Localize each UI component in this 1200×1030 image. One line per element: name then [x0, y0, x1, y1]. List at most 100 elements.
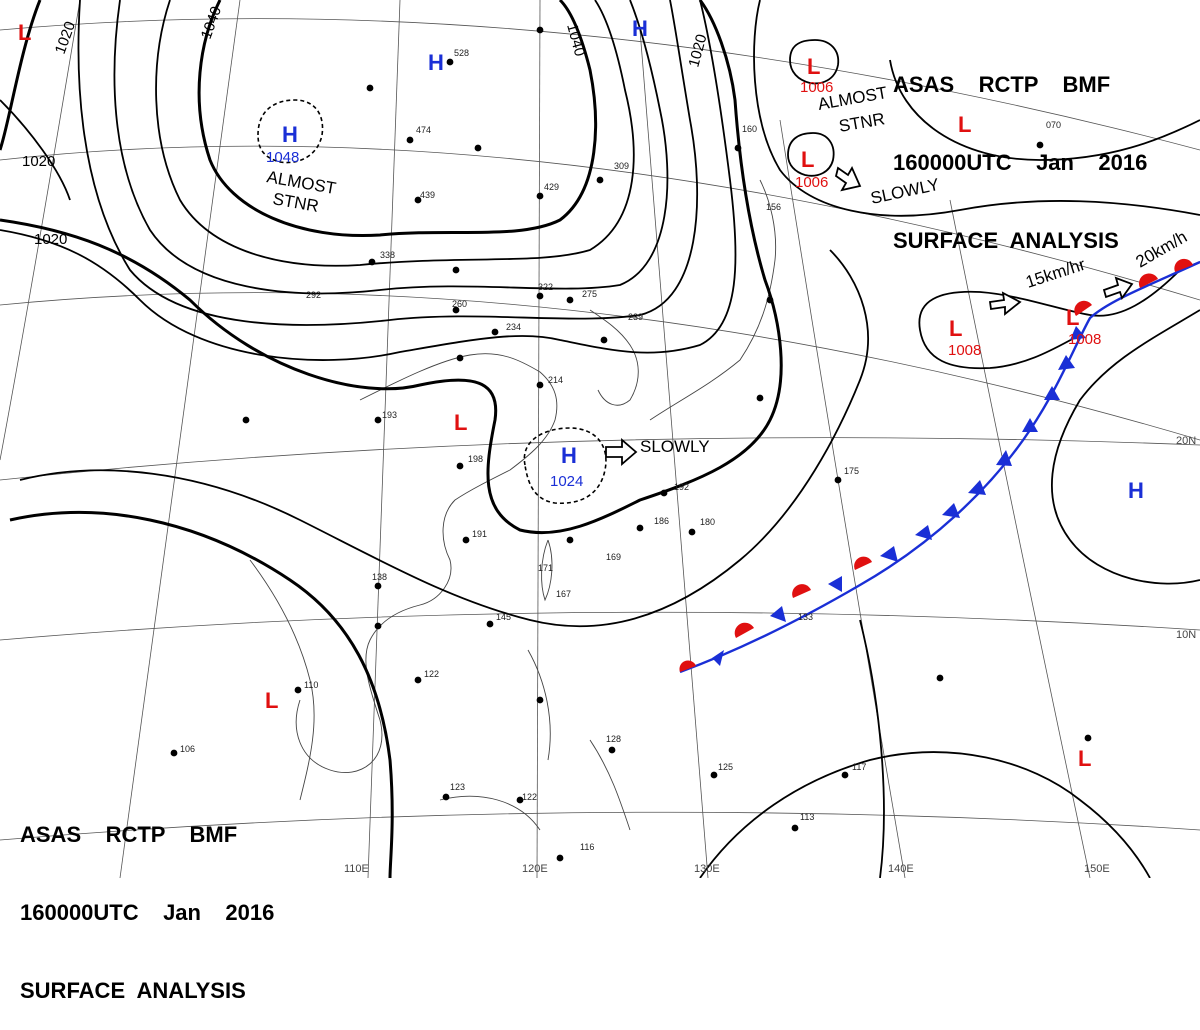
high-center-letter: H	[428, 50, 444, 75]
stn-label: 122	[424, 669, 439, 679]
pressure-centers: H 1048 H H H 1024 H L 1006 L 1006 L 1008…	[18, 16, 1144, 771]
stn-label: 167	[556, 589, 571, 599]
lon-label: 140E	[888, 863, 914, 875]
high-center-value: 1048	[266, 149, 299, 166]
stn-label: 070	[1046, 120, 1061, 130]
station-dot	[446, 58, 454, 66]
stn-label: 117	[852, 762, 866, 772]
station-dot	[516, 796, 524, 804]
stn-label: 239	[628, 312, 643, 322]
low-center-letter: L	[949, 316, 962, 341]
stn-label: 322	[538, 282, 553, 292]
cold-tri	[712, 650, 724, 666]
station-dot	[791, 824, 799, 832]
station-dot	[294, 686, 302, 694]
station-dot	[242, 416, 250, 424]
cold-tri	[1058, 355, 1075, 370]
cold-tri	[828, 576, 842, 592]
isobar-label: 1020	[52, 19, 79, 56]
stn-label: 474	[416, 125, 431, 135]
station-dot	[374, 582, 382, 590]
warm-bump	[1138, 273, 1158, 288]
isobar-label: 1020	[22, 153, 55, 170]
stn-label: 234	[506, 322, 521, 332]
stn-label: 138	[372, 572, 387, 582]
isobar-1028	[77, 0, 699, 326]
cold-tri	[1044, 386, 1060, 400]
isobars	[0, 0, 1200, 878]
high-center-letter: H	[1128, 478, 1144, 503]
station-dot	[414, 676, 422, 684]
isobar-ne-1016	[889, 59, 1200, 161]
stn-label: 110	[304, 680, 318, 690]
station-dot	[556, 854, 564, 862]
isobar-1032	[113, 0, 669, 295]
stn-label: 186	[654, 516, 669, 526]
low-center-value: 1008	[948, 342, 981, 359]
cold-tri	[1070, 326, 1086, 340]
stn-label: 113	[800, 812, 814, 822]
stn-label: 338	[380, 250, 395, 260]
isobar-1048-high	[257, 99, 324, 164]
parallel-10n	[0, 611, 1200, 641]
stn-label: 156	[766, 202, 781, 212]
station-dot	[734, 144, 742, 152]
parallel-20n	[0, 437, 1200, 481]
station-dot	[834, 476, 842, 484]
isobar-1008-l	[918, 261, 1200, 370]
station-dot	[756, 394, 764, 402]
stn-label: 175	[844, 466, 859, 476]
cold-tri	[1022, 418, 1038, 432]
header-line-3: SURFACE ANALYSIS	[893, 228, 1119, 253]
isobar-1016-south	[19, 249, 869, 628]
isobar-nw-1024	[0, 99, 71, 201]
high-center-letter: H	[632, 16, 648, 41]
station-dot	[600, 336, 608, 344]
stn-label: 429	[544, 182, 559, 192]
low-center-letter: L	[801, 147, 814, 172]
stn-label: 191	[472, 529, 487, 539]
low-center-letter: L	[958, 112, 971, 137]
station-markers	[170, 26, 1092, 862]
station-dot	[766, 296, 774, 304]
arrow-slowly-high	[605, 438, 638, 466]
station-dot	[636, 524, 644, 532]
warm-bump	[854, 556, 872, 570]
station-dot	[596, 176, 604, 184]
parallel-30n	[0, 292, 1200, 441]
station-dot	[474, 144, 482, 152]
low-center-letter: L	[1066, 305, 1079, 330]
lat-label: 20N	[1176, 435, 1196, 447]
weather-map: 528 474 439 429 309 338 322 275 260 234 …	[0, 0, 1200, 878]
warm-front-semicircles	[679, 258, 1193, 672]
station-dot	[486, 620, 494, 628]
almost-stnr-text: STNR	[837, 109, 886, 136]
station-dot	[1084, 734, 1092, 742]
stn-label: 122	[522, 792, 537, 802]
station-dot	[462, 536, 470, 544]
stn-label: 145	[496, 612, 511, 622]
motion-arrows	[605, 166, 1134, 466]
cold-tri	[770, 606, 786, 622]
meridian-110e	[367, 0, 401, 878]
stn-label: 128	[606, 734, 621, 744]
coastlines	[249, 179, 777, 831]
isobar-labels: 1020 1040 1040 1020 1020 1020	[22, 4, 711, 248]
station-dot	[368, 258, 376, 266]
header-line-2: 160000UTC Jan 2016	[20, 900, 275, 925]
isobar-1012-se	[699, 751, 1151, 878]
meridian-90e	[0, 0, 81, 461]
arrow-20kmhr	[1102, 276, 1134, 300]
station-dot	[452, 266, 460, 274]
isobar-1036	[155, 0, 635, 267]
low-center-letter: L	[807, 54, 820, 79]
low-center-letter: L	[454, 410, 467, 435]
cold-tri	[915, 525, 932, 540]
isobar-east-south	[859, 619, 885, 878]
stn-label: 260	[452, 299, 467, 309]
header-line-1: ASAS RCTP BMF	[20, 822, 238, 847]
lon-label: 120E	[522, 863, 548, 875]
station-dot	[366, 84, 374, 92]
map-header-bottom-left: ASAS RCTP BMF 160000UTC Jan 2016 SURFACE…	[20, 770, 274, 1030]
station-dot	[536, 192, 544, 200]
